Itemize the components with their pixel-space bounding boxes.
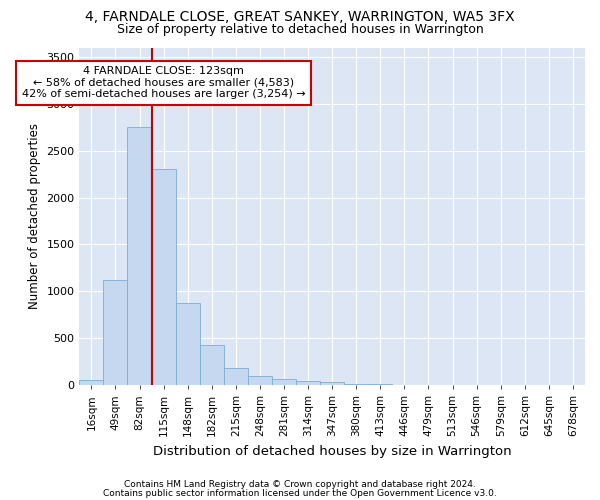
Bar xyxy=(103,280,127,385)
Bar xyxy=(152,170,176,385)
Bar xyxy=(368,384,392,385)
Bar xyxy=(224,368,248,385)
Y-axis label: Number of detached properties: Number of detached properties xyxy=(28,124,41,310)
Bar xyxy=(248,376,272,385)
Text: 4 FARNDALE CLOSE: 123sqm
← 58% of detached houses are smaller (4,583)
42% of sem: 4 FARNDALE CLOSE: 123sqm ← 58% of detach… xyxy=(22,66,305,100)
Text: Size of property relative to detached houses in Warrington: Size of property relative to detached ho… xyxy=(116,22,484,36)
Text: Contains HM Land Registry data © Crown copyright and database right 2024.: Contains HM Land Registry data © Crown c… xyxy=(124,480,476,489)
Bar xyxy=(344,384,368,385)
Bar xyxy=(79,380,103,385)
Text: 4, FARNDALE CLOSE, GREAT SANKEY, WARRINGTON, WA5 3FX: 4, FARNDALE CLOSE, GREAT SANKEY, WARRING… xyxy=(85,10,515,24)
Bar xyxy=(296,381,320,385)
Bar xyxy=(272,380,296,385)
Bar xyxy=(176,302,200,385)
Text: Contains public sector information licensed under the Open Government Licence v3: Contains public sector information licen… xyxy=(103,488,497,498)
Bar xyxy=(200,344,224,385)
Bar xyxy=(127,127,152,385)
X-axis label: Distribution of detached houses by size in Warrington: Distribution of detached houses by size … xyxy=(153,444,511,458)
Bar xyxy=(320,382,344,385)
